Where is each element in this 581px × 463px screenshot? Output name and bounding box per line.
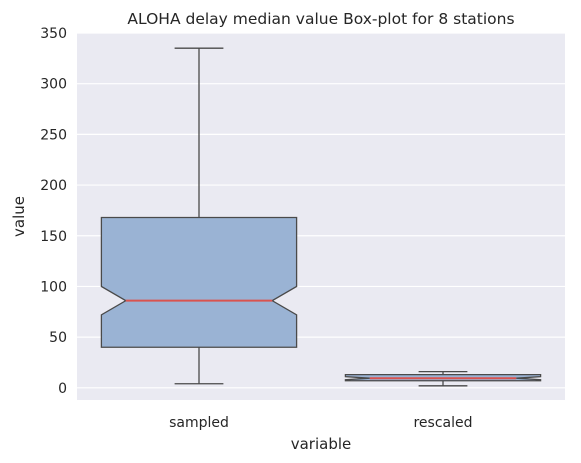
y-tick-label: 350: [40, 26, 67, 42]
x-axis-label: variable: [291, 435, 352, 453]
y-tick-label: 0: [58, 381, 67, 397]
x-tick-label: sampled: [169, 415, 229, 431]
box-body: [100, 216, 298, 348]
x-axis-ticks: sampled rescaled: [169, 415, 472, 431]
x-tick-label: rescaled: [413, 415, 472, 431]
y-tick-label: 250: [40, 127, 67, 143]
y-axis-label: value: [10, 196, 28, 237]
y-tick-label: 100: [40, 279, 67, 295]
box-series: [100, 47, 542, 387]
box-sampled: [100, 47, 298, 385]
chart-title: ALOHA delay median value Box-plot for 8 …: [127, 10, 514, 28]
box-rescaled: [344, 370, 542, 387]
y-tick-label: 150: [40, 229, 67, 245]
y-axis-ticks: 0 50 100 150 200 250 300 350: [40, 26, 67, 397]
y-tick-label: 200: [40, 178, 67, 194]
y-tick-label: 300: [40, 77, 67, 93]
y-tick-label: 50: [49, 330, 67, 346]
